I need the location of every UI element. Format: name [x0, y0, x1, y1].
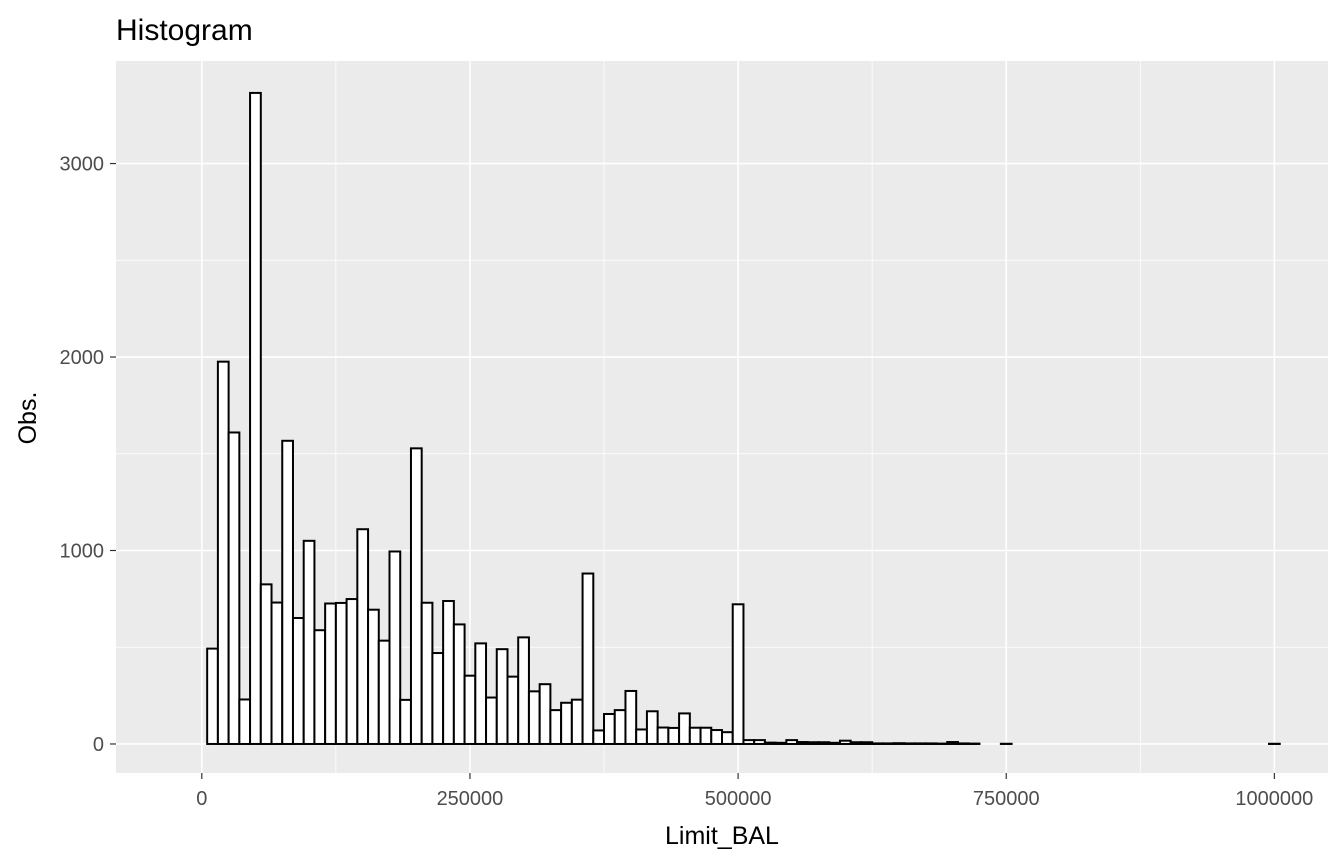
histogram-bar: [806, 741, 820, 745]
histogram-bar: [345, 598, 359, 745]
histogram-bar: [592, 729, 606, 745]
histogram-bar: [495, 648, 509, 745]
histogram-bar: [281, 439, 294, 745]
histogram-bar: [377, 639, 391, 745]
histogram-bar: [924, 742, 938, 745]
histogram-bar: [881, 742, 895, 745]
histogram-bar: [206, 647, 219, 745]
histogram-bar: [334, 601, 348, 745]
histogram-bar: [753, 739, 766, 745]
histogram-bar: [399, 698, 412, 745]
histogram-bar: [656, 726, 670, 745]
histogram-bar: [485, 696, 498, 745]
histogram-bar: [828, 741, 841, 745]
x-tick-label: 750000: [973, 788, 1040, 810]
y-tick-label: 3000: [60, 154, 105, 176]
histogram-bar: [742, 739, 756, 745]
histogram-bar: [785, 739, 799, 745]
histogram-bar: [313, 629, 327, 745]
x-axis-ticks: 0 250000 500000 750000 1000000: [196, 773, 1313, 810]
histogram-bar: [699, 726, 713, 745]
chart-title: Histogram: [116, 14, 253, 47]
histogram-bar: [624, 689, 638, 745]
x-tick-label: 1000000: [1235, 788, 1313, 810]
histogram-bar: [463, 674, 477, 745]
y-axis-title: Obs.: [14, 392, 42, 445]
histogram-bar: [227, 431, 241, 745]
histogram-bar: [903, 742, 917, 745]
histogram-bar: [216, 360, 230, 745]
histogram-bar: [849, 741, 863, 745]
histogram-bar: [367, 608, 380, 745]
histogram-bar: [527, 690, 541, 745]
grid-lines: [116, 61, 1328, 773]
x-tick-label: 500000: [705, 788, 772, 810]
histogram-bar: [474, 642, 488, 745]
histogram-bar: [517, 636, 530, 745]
histogram-bar: [302, 539, 316, 745]
histogram-bar: [914, 742, 927, 745]
histogram-bar: [688, 726, 702, 745]
histogram-bar: [645, 710, 659, 745]
histogram-bar: [721, 731, 734, 745]
histogram-bar: [388, 550, 402, 745]
histogram-bar: [431, 652, 445, 745]
histogram-bar: [635, 728, 648, 745]
histogram-bar: [860, 741, 874, 745]
histogram-bar: [270, 601, 284, 745]
histogram-bar: [409, 447, 423, 745]
histogram-bar: [452, 623, 466, 745]
histogram-bar: [238, 698, 252, 745]
histogram-bar: [291, 617, 305, 745]
histogram-bar: [731, 603, 745, 745]
histogram-bar: [763, 741, 777, 745]
histogram-bar: [420, 601, 434, 745]
histogram-bar: [892, 742, 906, 745]
histogram-bar: [667, 726, 681, 745]
histogram-bar: [613, 709, 627, 745]
histogram-bar: [774, 741, 788, 745]
histogram-bar: [946, 741, 959, 745]
x-tick-label: 0: [196, 788, 207, 810]
x-tick-label: 250000: [437, 788, 504, 810]
histogram-bar: [838, 739, 852, 745]
x-axis-title: Limit_BAL: [665, 822, 779, 850]
histogram-bar: [506, 675, 520, 745]
histogram-bar: [538, 683, 552, 745]
histogram-bar: [710, 729, 724, 745]
histogram-bar: [817, 741, 831, 745]
histogram-bar: [249, 91, 262, 745]
y-tick-label: 2000: [60, 347, 105, 369]
histogram-bar: [956, 742, 970, 745]
histogram-bar: [549, 709, 563, 745]
histogram-bar: [356, 528, 370, 745]
histogram-bar: [324, 602, 337, 745]
histogram-bars: [206, 91, 1281, 745]
histogram-bar: [560, 701, 573, 745]
histogram-bar: [603, 712, 616, 745]
y-tick-label: 0: [93, 734, 104, 756]
histogram-bar: [259, 583, 273, 745]
histogram-bar: [678, 712, 691, 745]
y-axis-ticks: 0 1000 2000 3000: [60, 154, 116, 756]
histogram-bar: [442, 600, 455, 745]
y-tick-label: 1000: [60, 541, 105, 563]
histogram-bar: [581, 572, 595, 745]
histogram-bar: [570, 698, 584, 745]
histogram-bar: [871, 742, 884, 745]
histogram-bar: [796, 741, 809, 745]
